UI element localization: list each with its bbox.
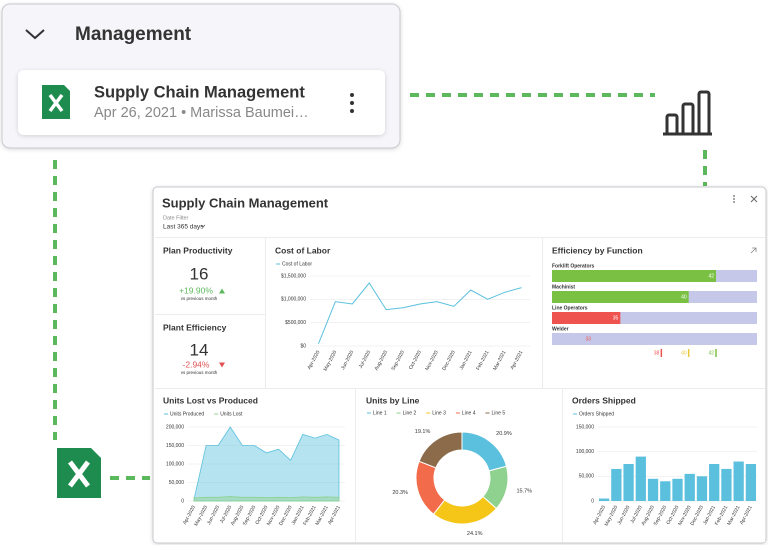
chart-title: Units Lost vs Produced (163, 395, 258, 405)
kpi-value: 14 (190, 340, 209, 359)
bar (721, 468, 732, 501)
bar (696, 476, 708, 501)
value-label: 33 (585, 336, 591, 342)
bar-label: Machinist (552, 284, 575, 290)
value-label: 20.9% (496, 431, 512, 437)
close-button[interactable] (750, 195, 758, 203)
bar (660, 481, 671, 501)
y-tick-label: 150,000 (166, 443, 184, 449)
bar (623, 464, 634, 501)
legend-label: Line 1 (373, 410, 387, 416)
kpi-caption: vs previous month (181, 370, 218, 375)
y-tick-label: 0 (181, 498, 184, 504)
kpi-change: -2.94% (183, 359, 210, 369)
bar-label: Forklift Operators (552, 263, 594, 269)
bar (733, 461, 744, 501)
kpi-value: 16 (190, 264, 209, 283)
bar (611, 468, 622, 501)
legend-label: Cost of Labor (282, 261, 312, 267)
file-title: Supply Chain Management (94, 83, 305, 101)
y-tick-label: 0 (591, 498, 594, 504)
area (193, 426, 340, 502)
value-label: 40 (681, 294, 687, 300)
bar (552, 312, 621, 324)
bar (684, 473, 695, 501)
chart-title: Cost of Labor (275, 245, 331, 255)
legend-label: Units Produced (170, 411, 204, 417)
bar (745, 464, 757, 501)
y-tick-label: 150,000 (576, 424, 594, 430)
value-label: 19.1% (415, 429, 431, 435)
file-meta: Apr 26, 2021 • Marissa Baumei… (94, 105, 309, 121)
threshold-label: 40 (681, 350, 687, 356)
excel-icon (57, 448, 101, 498)
bar-label: Line Operators (552, 305, 588, 311)
bar-label: Welder (552, 326, 569, 332)
value-label: 15.7% (516, 488, 532, 494)
bar (552, 270, 716, 282)
value-label: 42 (708, 273, 714, 279)
connectors (53, 93, 707, 480)
y-tick-label: 200,000 (166, 424, 184, 430)
kpi-title: Plant Efficiency (163, 322, 227, 332)
bar (709, 464, 720, 501)
kpi-arrow (219, 288, 225, 294)
y-tick-label: $1,500,000 (281, 273, 306, 279)
threshold-label: 38 (654, 350, 660, 356)
bar (647, 478, 659, 501)
bar (552, 291, 689, 303)
kpi-arrow (219, 362, 225, 368)
legend-label: Line 3 (432, 410, 446, 416)
chart-title: Efficiency by Function (552, 245, 643, 255)
bar (672, 478, 683, 501)
value-label: 24.1% (467, 531, 483, 537)
dashboard-title: Supply Chain Management (162, 195, 329, 210)
threshold-label: 42 (708, 350, 714, 356)
y-tick-label: $1,000,000 (281, 297, 306, 303)
y-tick-label: 50,000 (169, 480, 185, 486)
y-tick-label: 50,000 (579, 474, 595, 480)
legend-label: Line 4 (462, 410, 476, 416)
line (317, 282, 522, 344)
chart-title: Orders Shipped (572, 395, 636, 405)
y-tick-label: 100,000 (576, 449, 594, 455)
filter-label: Date Filter (163, 215, 189, 221)
chart-title: Units by Line (366, 395, 420, 405)
section-title: Management (75, 24, 192, 45)
kpi-caption: vs previous month (181, 296, 218, 301)
y-tick-label: $500,000 (285, 320, 306, 326)
bar-track (552, 333, 757, 345)
area (193, 496, 340, 502)
filter-value[interactable]: Last 365 days (163, 224, 204, 231)
kpi-title: Plan Productivity (163, 245, 233, 255)
legend-label: Line 5 (492, 410, 506, 416)
legend-label: Line 2 (403, 410, 417, 416)
legend-label: Orders Shipped (579, 411, 614, 417)
chart-icon (663, 90, 712, 136)
y-tick-label: $0 (300, 343, 306, 349)
more-button[interactable] (350, 93, 354, 113)
bar (635, 456, 646, 501)
bar (552, 333, 593, 345)
expand-button[interactable] (750, 247, 757, 254)
legend-label: Units Lost (220, 411, 243, 417)
value-label: 35 (613, 315, 619, 321)
pie-slice (418, 431, 463, 469)
kpi-change: +19.90% (179, 285, 213, 295)
value-label: 20.3% (392, 490, 408, 496)
file-card[interactable]: Management Supply Chain Management Apr 2… (1, 3, 401, 149)
bar (598, 498, 610, 501)
y-tick-label: 100,000 (166, 461, 184, 467)
menu-button[interactable] (733, 195, 735, 203)
